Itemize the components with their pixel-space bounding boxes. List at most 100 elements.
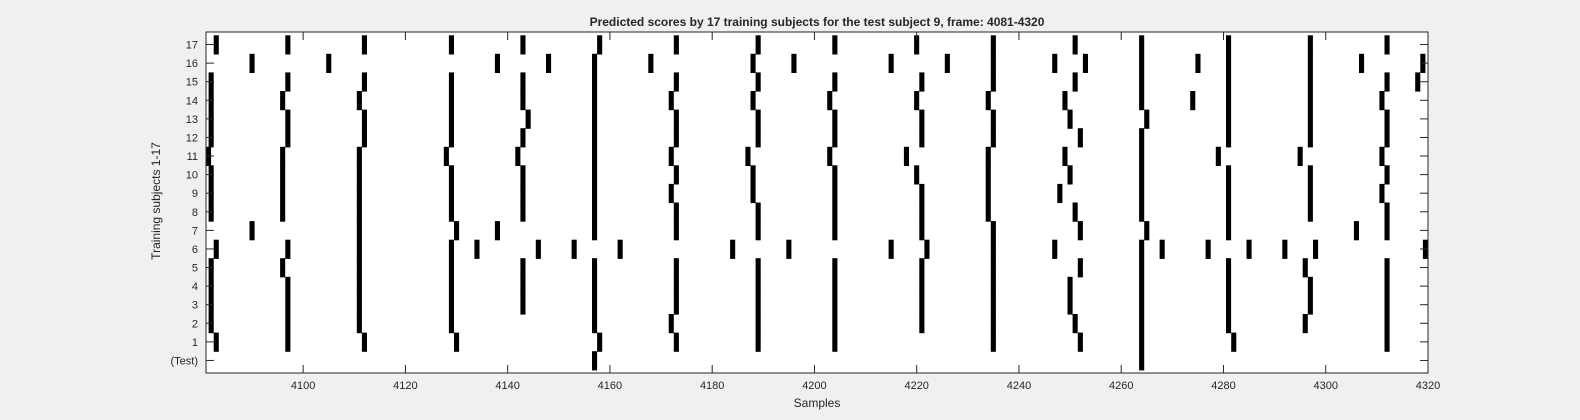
- x-axis-ticks: 4100 4120 4140 4160 4180 4200 4220 4240 4260 4280…: [291, 32, 1440, 392]
- event-mark: [1379, 183, 1385, 204]
- x-tick-label: 4280: [1211, 380, 1235, 392]
- event-mark: [755, 221, 761, 241]
- event-mark: [919, 109, 925, 129]
- event-mark: [1139, 53, 1145, 73]
- event-mark: [990, 72, 996, 92]
- event-mark: [592, 165, 598, 185]
- event-mark: [750, 183, 756, 204]
- x-tick-label: 4140: [495, 380, 519, 392]
- event-mark: [285, 128, 291, 148]
- event-mark: [832, 109, 838, 129]
- event-mark: [832, 314, 838, 334]
- event-mark: [448, 91, 454, 111]
- y-tick-label: 7: [192, 225, 198, 237]
- event-mark: [1226, 165, 1232, 185]
- event-mark: [919, 314, 925, 334]
- event-mark: [1052, 53, 1058, 73]
- event-mark: [832, 35, 838, 55]
- event-mark: [755, 35, 761, 55]
- event-mark: [443, 146, 449, 166]
- x-tick-label: 4120: [393, 380, 417, 392]
- event-mark: [1353, 221, 1359, 241]
- event-mark: [750, 165, 756, 185]
- y-tick-label: 3: [192, 300, 198, 312]
- event-mark: [1139, 202, 1145, 222]
- event-mark: [985, 146, 991, 166]
- event-mark: [1379, 91, 1385, 111]
- event-mark: [1072, 314, 1078, 334]
- event-mark: [356, 295, 362, 315]
- event-mark: [592, 295, 598, 315]
- event-mark: [1384, 128, 1390, 148]
- event-mark: [1384, 332, 1390, 352]
- event-mark: [832, 221, 838, 241]
- event-mark: [755, 295, 761, 315]
- event-mark: [1226, 53, 1232, 73]
- event-mark: [592, 72, 598, 92]
- event-mark: [914, 165, 920, 185]
- event-mark: [520, 165, 526, 185]
- event-mark: [213, 35, 219, 55]
- x-tick-label: 4180: [700, 380, 724, 392]
- event-mark: [755, 72, 761, 92]
- event-mark: [448, 239, 454, 259]
- event-mark: [990, 295, 996, 315]
- event-mark: [673, 221, 679, 241]
- event-mark: [1384, 276, 1390, 296]
- event-mark: [755, 202, 761, 222]
- event-mark: [990, 35, 996, 55]
- event-mark: [755, 314, 761, 334]
- event-mark: [832, 202, 838, 222]
- event-mark: [592, 276, 598, 296]
- event-mark: [1077, 332, 1083, 352]
- event-mark: [1307, 276, 1313, 296]
- event-mark: [520, 276, 526, 296]
- y-axis-label: Training subjects 1-17: [149, 142, 163, 260]
- event-mark: [520, 35, 526, 55]
- event-mark: [1307, 72, 1313, 92]
- event-mark: [1139, 146, 1145, 166]
- event-mark: [494, 53, 500, 73]
- event-mark: [730, 239, 736, 259]
- event-mark: [361, 35, 367, 55]
- event-mark: [1384, 202, 1390, 222]
- event-mark: [592, 128, 598, 148]
- event-mark: [919, 295, 925, 315]
- event-mark: [1139, 72, 1145, 92]
- event-mark: [448, 314, 454, 334]
- event-mark: [1159, 239, 1165, 259]
- event-mark: [280, 165, 286, 185]
- event-mark: [832, 183, 838, 204]
- event-mark: [1231, 332, 1237, 352]
- y-tick-label: 14: [186, 95, 198, 107]
- event-mark: [903, 146, 909, 166]
- event-mark: [1072, 202, 1078, 222]
- event-mark: [285, 276, 291, 296]
- y-tick-label: 10: [186, 170, 198, 182]
- event-mark: [1226, 72, 1232, 92]
- event-mark: [1139, 239, 1145, 259]
- event-mark: [361, 109, 367, 129]
- x-tick-label: 4260: [1109, 380, 1133, 392]
- event-mark: [1062, 146, 1068, 166]
- event-mark: [990, 276, 996, 296]
- event-mark: [914, 35, 920, 55]
- event-mark: [571, 239, 577, 259]
- event-mark: [1139, 165, 1145, 185]
- event-mark: [1384, 258, 1390, 278]
- event-mark: [914, 91, 920, 111]
- event-mark: [673, 165, 679, 185]
- event-mark: [592, 109, 598, 129]
- event-mark: [448, 183, 454, 204]
- event-mark: [1379, 146, 1385, 166]
- event-mark: [791, 53, 797, 73]
- event-mark: [592, 91, 598, 111]
- event-mark: [515, 146, 521, 166]
- event-mark: [944, 53, 950, 73]
- event-mark: [888, 239, 894, 259]
- event-mark: [1139, 183, 1145, 204]
- event-mark: [990, 314, 996, 334]
- event-mark: [1226, 109, 1232, 129]
- x-tick-label: 4220: [904, 380, 928, 392]
